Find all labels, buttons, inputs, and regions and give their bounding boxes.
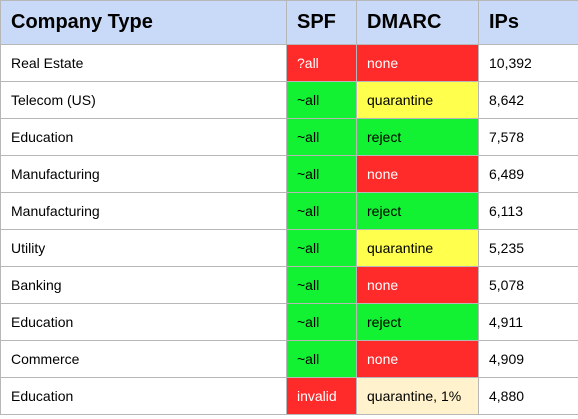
- cell-dmarc[interactable]: quarantine, 1%: [356, 377, 479, 415]
- cell-dmarc[interactable]: quarantine: [356, 229, 479, 267]
- table-row: Real Estate ?all none 10,392: [0, 44, 578, 82]
- cell-spf[interactable]: ?all: [286, 44, 357, 82]
- table-row: Education invalid quarantine, 1% 4,880: [0, 377, 578, 415]
- cell-dmarc[interactable]: reject: [356, 118, 479, 156]
- cell-company-type[interactable]: Utility: [0, 229, 287, 267]
- table-row: Manufacturing ~all reject 6,113: [0, 192, 578, 230]
- cell-spf[interactable]: ~all: [286, 266, 357, 304]
- cell-ips[interactable]: 10,392: [478, 44, 578, 82]
- cell-ips[interactable]: 7,578: [478, 118, 578, 156]
- cell-spf[interactable]: ~all: [286, 192, 357, 230]
- cell-company-type[interactable]: Real Estate: [0, 44, 287, 82]
- cell-ips[interactable]: 4,909: [478, 340, 578, 378]
- cell-company-type[interactable]: Commerce: [0, 340, 287, 378]
- cell-company-type[interactable]: Education: [0, 118, 287, 156]
- cell-company-type[interactable]: Education: [0, 377, 287, 415]
- cell-ips[interactable]: 4,880: [478, 377, 578, 415]
- cell-ips[interactable]: 8,642: [478, 81, 578, 119]
- table-row: Commerce ~all none 4,909: [0, 340, 578, 378]
- cell-dmarc[interactable]: none: [356, 155, 479, 193]
- cell-dmarc[interactable]: reject: [356, 303, 479, 341]
- cell-spf[interactable]: ~all: [286, 118, 357, 156]
- cell-spf[interactable]: invalid: [286, 377, 357, 415]
- table-row: Education ~all reject 7,578: [0, 118, 578, 156]
- cell-company-type[interactable]: Telecom (US): [0, 81, 287, 119]
- cell-dmarc[interactable]: none: [356, 340, 479, 378]
- table-row: Telecom (US) ~all quarantine 8,642: [0, 81, 578, 119]
- cell-spf[interactable]: ~all: [286, 229, 357, 267]
- cell-spf[interactable]: ~all: [286, 340, 357, 378]
- cell-spf[interactable]: ~all: [286, 155, 357, 193]
- header-company-type[interactable]: Company Type: [0, 0, 287, 45]
- cell-ips[interactable]: 5,235: [478, 229, 578, 267]
- cell-spf[interactable]: ~all: [286, 303, 357, 341]
- cell-spf[interactable]: ~all: [286, 81, 357, 119]
- cell-company-type[interactable]: Education: [0, 303, 287, 341]
- header-ips[interactable]: IPs: [478, 0, 578, 45]
- cell-company-type[interactable]: Manufacturing: [0, 155, 287, 193]
- cell-company-type[interactable]: Banking: [0, 266, 287, 304]
- cell-company-type[interactable]: Manufacturing: [0, 192, 287, 230]
- table-row: Banking ~all none 5,078: [0, 266, 578, 304]
- cell-dmarc[interactable]: none: [356, 44, 479, 82]
- cell-ips[interactable]: 5,078: [478, 266, 578, 304]
- cell-ips[interactable]: 4,911: [478, 303, 578, 341]
- table-row: Utility ~all quarantine 5,235: [0, 229, 578, 267]
- cell-dmarc[interactable]: reject: [356, 192, 479, 230]
- table-body: Real Estate ?all none 10,392 Telecom (US…: [0, 44, 578, 415]
- table-header: Company Type SPF DMARC IPs: [0, 0, 578, 45]
- table-row: Education ~all reject 4,911: [0, 303, 578, 341]
- header-spf[interactable]: SPF: [286, 0, 357, 45]
- table-row: Manufacturing ~all none 6,489: [0, 155, 578, 193]
- header-dmarc[interactable]: DMARC: [356, 0, 479, 45]
- cell-ips[interactable]: 6,113: [478, 192, 578, 230]
- cell-dmarc[interactable]: none: [356, 266, 479, 304]
- cell-ips[interactable]: 6,489: [478, 155, 578, 193]
- cell-dmarc[interactable]: quarantine: [356, 81, 479, 119]
- header-row: Company Type SPF DMARC IPs: [0, 0, 578, 45]
